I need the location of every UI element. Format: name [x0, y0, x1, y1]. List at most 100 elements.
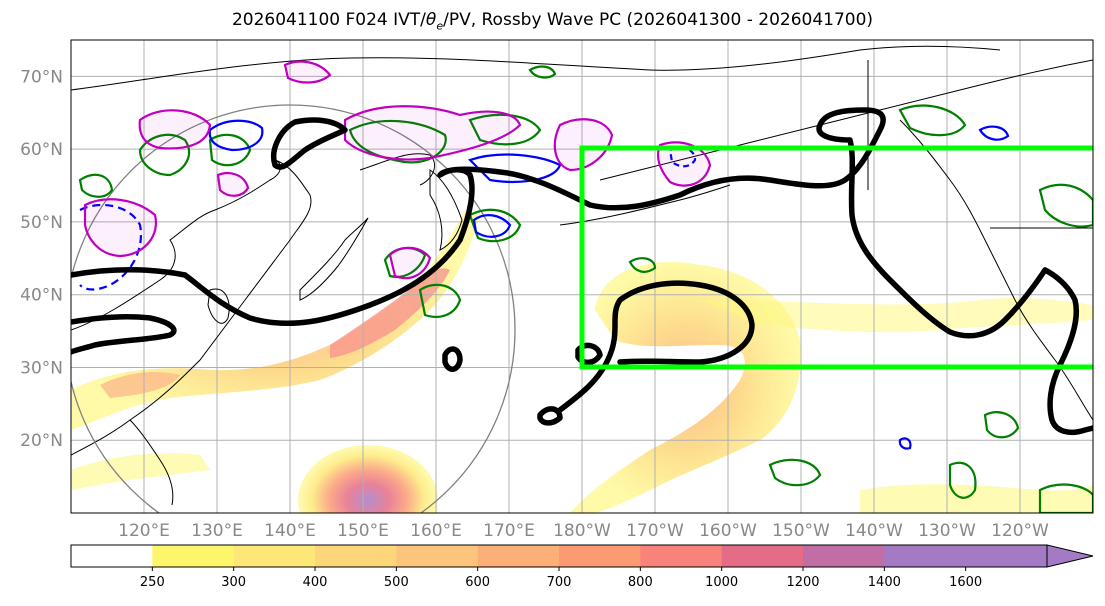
- lon-tick-label: 120°W: [991, 521, 1049, 541]
- lat-tick-labels: 70°N 60°N 50°N 40°N 30°N 20°N: [20, 67, 63, 451]
- green-contour-2: [348, 119, 447, 164]
- pv-contour-central: [557, 280, 755, 413]
- coast-japan: [299, 217, 369, 301]
- lat-tick-label: 50°N: [20, 213, 63, 233]
- lon-tick-labels: 120°E 130°E 140°E 150°E 160°E 170°E 180°W 170°W…: [118, 521, 1049, 541]
- green-contour-4: [468, 208, 522, 243]
- lat-tick-label: 60°N: [20, 140, 63, 160]
- magenta-contour-6: [388, 246, 432, 280]
- colorbar-segment: [315, 545, 397, 567]
- colorbar-label: 1200: [786, 575, 819, 590]
- blue-contour-3: [472, 214, 512, 238]
- blue-contour-dashed-1: [79, 203, 143, 291]
- magenta-contour-4: [553, 118, 614, 172]
- colorbar-segment: [721, 545, 804, 567]
- coast-kamchatka: [429, 169, 463, 251]
- green-contour-8: [898, 104, 967, 137]
- lon-tick-label: 140°W: [845, 521, 903, 541]
- colorbar-segment: [233, 545, 316, 567]
- colorbar-label: 1000: [705, 575, 738, 590]
- colorbar-label: 700: [547, 575, 572, 590]
- coastlines: [71, 45, 1093, 506]
- coast-asia: [71, 159, 312, 456]
- colorbar-segment: [152, 545, 235, 567]
- lon-tick-label: 160°E: [410, 521, 462, 541]
- lat-tick-label: 40°N: [20, 286, 63, 306]
- pv-contour-north: [271, 117, 348, 170]
- colorbar-label: 500: [384, 575, 409, 590]
- colorbar-segment: [71, 545, 153, 567]
- ivt-band-south: [71, 453, 210, 490]
- green-contour-5: [418, 283, 462, 318]
- coast-sea-okhotsk: [359, 153, 435, 186]
- colorbar-segment: [965, 545, 1048, 567]
- ivt-typhoon: [298, 445, 438, 513]
- magenta-contour-8: [283, 60, 332, 84]
- colorbar-segment: [803, 545, 885, 567]
- radius-circle: [71, 104, 516, 513]
- ivt-east-band: [700, 297, 1093, 333]
- green-contour-1: [138, 133, 191, 177]
- colorbar: 250 300 400 500 600 700 800 1000 1200 1400 1600: [70, 544, 1094, 590]
- lon-tick-label: 120°E: [118, 521, 170, 541]
- ivt-se-band: [860, 484, 1093, 513]
- lon-tick-label: 130°W: [918, 521, 976, 541]
- green-contour-9: [1038, 183, 1093, 228]
- lon-tick-label: 140°E: [264, 521, 316, 541]
- pv-contours: [71, 107, 1093, 435]
- lon-tick-label: 150°W: [772, 521, 830, 541]
- green-contour-10: [983, 411, 1020, 439]
- magenta-contour-7: [216, 171, 250, 197]
- map-frame: [70, 39, 1094, 514]
- lat-tick-label: 30°N: [20, 358, 63, 378]
- lat-tick-label: 20°N: [20, 431, 63, 451]
- highlight-box: [579, 145, 1093, 370]
- lon-tick-label: 170°W: [626, 521, 684, 541]
- colorbar-label: 300: [221, 575, 246, 590]
- magenta-contour-1: [138, 109, 212, 150]
- colorbar-label: 400: [303, 575, 328, 590]
- map-plot-area: [71, 40, 1093, 513]
- pv-contour-main: [71, 107, 1093, 435]
- coast-korea: [207, 288, 230, 324]
- green-contour-16: [78, 173, 114, 198]
- lon-tick-label: 180°W: [553, 521, 611, 541]
- pv-small-3: [537, 406, 563, 426]
- theta-e-blue-contours: [79, 119, 1010, 450]
- ivt-shading: [71, 210, 1093, 513]
- colorbar-label: 600: [465, 575, 490, 590]
- lon-tick-label: 130°E: [191, 521, 243, 541]
- colorbar-segment: [396, 545, 479, 567]
- coast-philippines: [129, 419, 174, 506]
- coast-aleutians: [559, 184, 731, 226]
- colorbar-segment: [477, 545, 560, 567]
- colorbar-label: 1400: [868, 575, 901, 590]
- colorbar-label: 250: [140, 575, 165, 590]
- lat-tick-label: 70°N: [20, 67, 63, 87]
- map-title: 2026041100 F024 IVT/θe/PV, Rossby Wave P…: [231, 10, 874, 33]
- blue-contour-1: [208, 119, 264, 152]
- magenta-contour-3: [83, 198, 158, 258]
- lon-tick-label: 150°E: [337, 521, 389, 541]
- colorbar-segment: [884, 545, 967, 567]
- green-contour-13: [1038, 483, 1093, 513]
- pv-contour-west: [71, 314, 177, 355]
- green-contour-3: [468, 113, 542, 146]
- magenta-contour-2: [343, 105, 522, 161]
- green-contour-14: [628, 257, 657, 273]
- colorbar-extend-arrow: [1046, 544, 1094, 568]
- blue-contour-4: [978, 125, 1010, 141]
- colorbar-segment: [640, 545, 723, 567]
- ivt-blob-asia: [100, 372, 180, 398]
- magenta-contour-5: [656, 141, 712, 187]
- colorbar-label: 1600: [949, 575, 982, 590]
- magenta-contours: [83, 60, 712, 280]
- coast-alaska: [599, 59, 1093, 181]
- green-contour-7: [208, 133, 252, 167]
- green-contour-11: [768, 458, 822, 487]
- pv-small-1: [442, 346, 463, 372]
- colorbar-label: 800: [628, 575, 653, 590]
- lon-tick-label: 170°E: [483, 521, 535, 541]
- coast-arctic: [71, 45, 1001, 91]
- blue-contour-5: [898, 437, 912, 450]
